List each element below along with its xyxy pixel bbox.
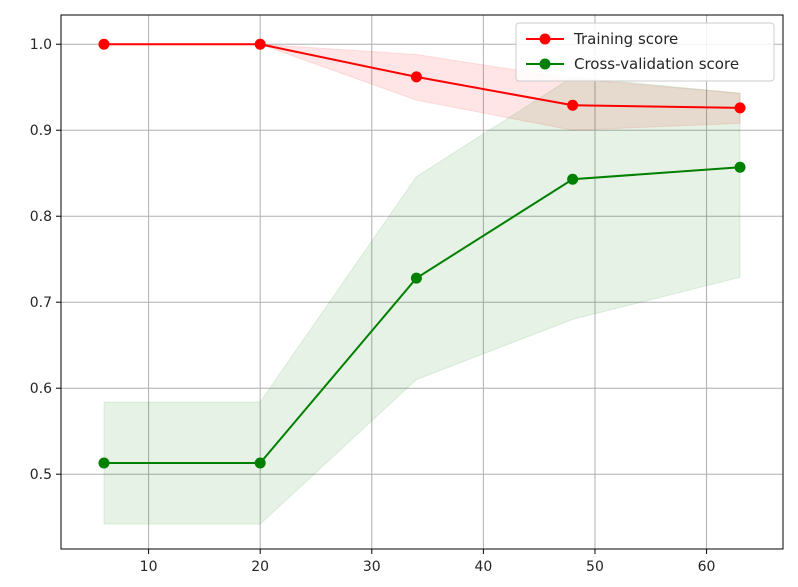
series-markers [98, 38, 746, 469]
legend-label-cross-validation: Cross-validation score [574, 55, 739, 73]
data-point-training [254, 38, 266, 50]
x-tick-label: 60 [698, 559, 716, 575]
data-point-training [98, 38, 110, 50]
legend-marker-cross-validation [539, 58, 551, 70]
confidence-bands [103, 43, 741, 525]
confidence-band-cross-validation [103, 76, 741, 525]
legend: Training score Cross-validation score [515, 22, 775, 82]
data-point-cross-validation [410, 272, 422, 284]
x-axis-ticks: 10 20 30 40 50 60 [140, 549, 716, 575]
plot-frame [60, 14, 784, 550]
x-tick-label: 10 [140, 559, 158, 575]
y-tick-label: 1.0 [30, 37, 52, 53]
data-point-training [567, 99, 579, 111]
x-tick-label: 30 [363, 559, 381, 575]
data-point-cross-validation [254, 457, 266, 469]
data-point-training [410, 71, 422, 83]
y-tick-label: 0.9 [30, 123, 52, 139]
data-point-training [734, 102, 746, 114]
y-tick-label: 0.8 [30, 209, 52, 225]
legend-label-training: Training score [573, 30, 678, 48]
y-tick-label: 0.5 [30, 467, 52, 483]
data-point-cross-validation [734, 161, 746, 173]
y-axis-ticks: 0.5 0.6 0.7 0.8 0.9 1.0 [30, 37, 61, 483]
data-point-cross-validation [98, 457, 110, 469]
x-tick-label: 20 [251, 559, 269, 575]
data-point-cross-validation [567, 173, 579, 185]
x-tick-label: 50 [586, 559, 604, 575]
y-tick-label: 0.7 [30, 295, 52, 311]
legend-marker-training [539, 33, 551, 45]
x-tick-label: 40 [474, 559, 492, 575]
y-tick-label: 0.6 [30, 381, 52, 397]
legend-box [515, 22, 775, 82]
